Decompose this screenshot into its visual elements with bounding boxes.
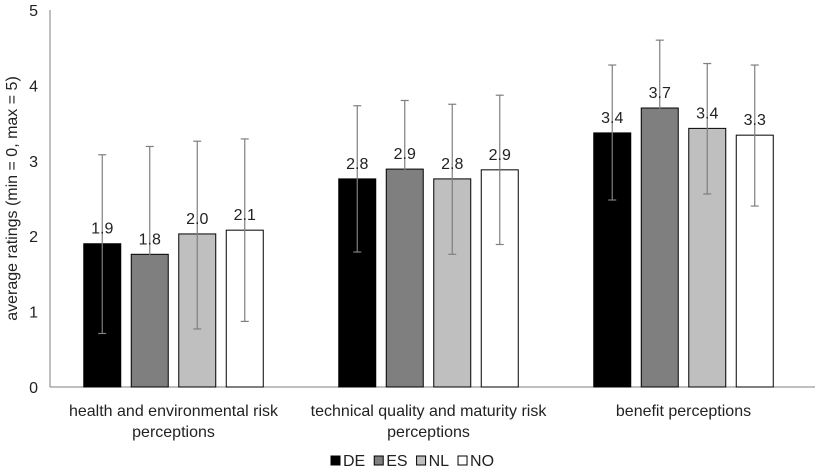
- legend-swatch: [373, 455, 384, 466]
- y-tick-label: 5: [29, 3, 38, 20]
- data-label: 2.8: [441, 156, 463, 173]
- legend-swatch: [416, 455, 427, 466]
- legend-swatch: [330, 455, 341, 466]
- legend: DE ES NL NO: [330, 453, 494, 470]
- data-label: 2.0: [186, 211, 208, 228]
- y-tick-label: 2: [29, 229, 38, 246]
- y-axis-title: average ratings (min = 0, max = 5): [4, 76, 21, 321]
- y-tick-label: 0: [29, 380, 38, 397]
- legend-label: DE: [343, 453, 365, 470]
- legend-swatch: [457, 455, 468, 466]
- bars: [83, 39, 774, 388]
- data-label: 3.4: [696, 105, 718, 122]
- data-label: 3.7: [649, 85, 671, 102]
- data-label: 3.4: [601, 110, 623, 127]
- y-tick-label: 3: [29, 154, 38, 171]
- x-axis: health and environmental risk perceptions…: [69, 403, 751, 441]
- legend-label: ES: [386, 453, 407, 470]
- data-label: 2.8: [346, 156, 368, 173]
- y-tick-label: 4: [29, 78, 38, 95]
- category-label: benefit perceptions: [616, 403, 751, 420]
- y-tick-label: 1: [29, 305, 38, 322]
- legend-label: NO: [470, 453, 494, 470]
- category-label: health and environmental risk: [69, 403, 279, 420]
- data-label: 2.1: [234, 207, 256, 224]
- data-label: 2.9: [489, 147, 511, 164]
- data-label: 3.3: [744, 112, 766, 129]
- category-label: technical quality and maturity risk: [311, 403, 548, 420]
- data-label: 1.9: [91, 221, 113, 238]
- data-label: 2.9: [394, 146, 416, 163]
- category-label: perceptions: [132, 424, 215, 441]
- category-label: perceptions: [387, 424, 470, 441]
- y-axis: 0 1 2 3 4 5 average ratings (min = 0, max = 5): [4, 3, 815, 397]
- legend-label: NL: [429, 453, 450, 470]
- data-labels: 1.9 1.8 2.0 2.1 2.8 2.9 2.8 2.9 3.4 3.7 3.4 3.3: [91, 85, 766, 248]
- data-label: 1.8: [139, 231, 161, 248]
